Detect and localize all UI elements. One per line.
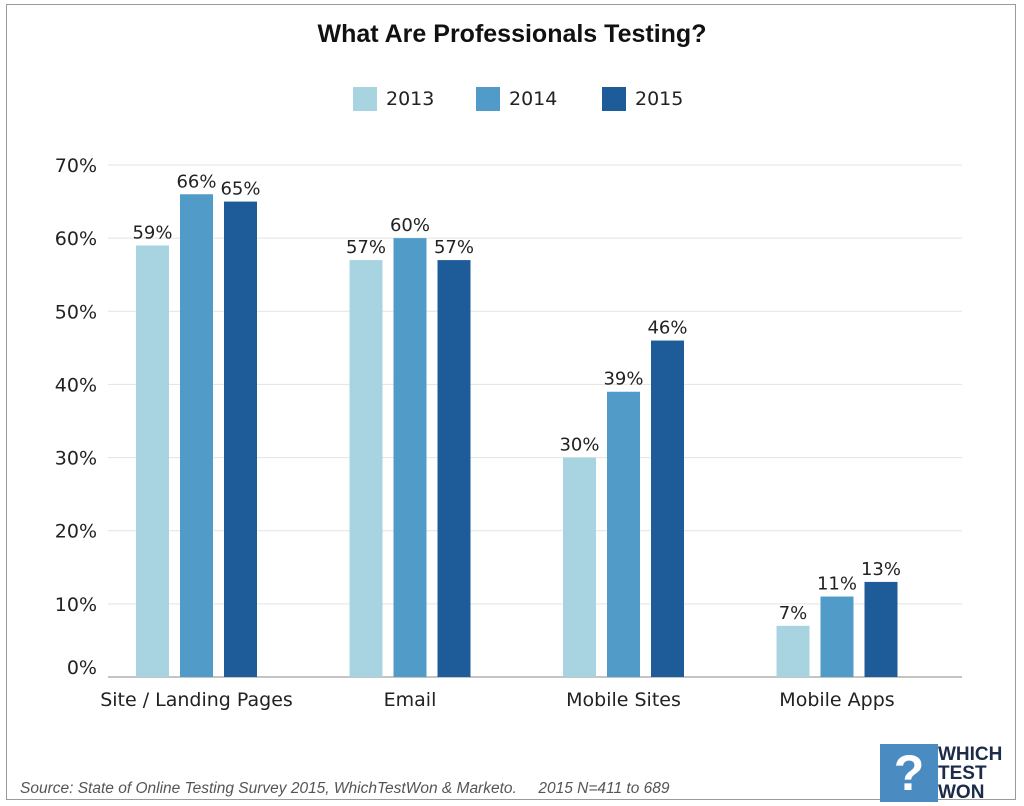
data-label: 60% <box>390 215 430 236</box>
source-note: Source: State of Online Testing Survey 2… <box>20 780 670 798</box>
whichtestwon-logo: ? WHICH TEST WON <box>880 744 1020 802</box>
data-label: 7% <box>779 603 808 624</box>
logo-word-won: WON <box>938 782 985 803</box>
data-label: 57% <box>346 237 386 258</box>
data-label: 65% <box>220 179 260 200</box>
x-tick-label: Email <box>384 689 437 711</box>
y-tick-label: 10% <box>55 594 97 616</box>
legend-label-2015: 2015 <box>635 88 684 110</box>
bar <box>437 260 471 677</box>
legend-swatch-2015 <box>602 87 626 111</box>
legend-item-2013: 2013 <box>353 84 434 114</box>
logo-mark: ? <box>880 744 938 802</box>
legend-swatch-2014 <box>476 87 500 111</box>
logo-question-mark: ? <box>893 745 925 801</box>
bar <box>180 194 213 677</box>
y-tick-label: 60% <box>55 228 97 250</box>
data-label: 57% <box>434 237 474 258</box>
y-tick-label: 50% <box>55 301 97 323</box>
chart-frame <box>6 4 1016 800</box>
bar <box>864 581 898 677</box>
bar <box>651 340 684 677</box>
bar <box>563 457 596 677</box>
y-tick-label: 70% <box>55 155 97 177</box>
chart-legend: 2013 2014 2015 <box>0 84 1024 116</box>
data-label: 46% <box>647 318 687 339</box>
x-tick-label: Site / Landing Pages <box>100 689 293 711</box>
data-label: 11% <box>817 574 857 595</box>
data-label: 30% <box>559 435 599 456</box>
bar <box>607 391 640 677</box>
sample-size-text: 2015 N=411 to 689 <box>538 780 670 797</box>
logo-word-test: TEST <box>938 763 987 784</box>
y-tick-label: 20% <box>55 521 97 543</box>
data-label: 39% <box>603 369 643 390</box>
legend-item-2015: 2015 <box>602 84 683 114</box>
bar <box>393 238 427 677</box>
data-label: 59% <box>132 222 172 243</box>
bar <box>820 596 854 677</box>
data-label: 66% <box>176 171 216 192</box>
y-tick-label: 40% <box>55 374 97 396</box>
legend-label-2014: 2014 <box>509 88 558 110</box>
bar <box>776 625 810 677</box>
y-tick-label: 0% <box>67 657 97 679</box>
data-label: 13% <box>861 559 901 580</box>
legend-swatch-2013 <box>353 87 377 111</box>
logo-word-which: WHICH <box>938 744 1003 765</box>
bar <box>349 260 383 677</box>
x-tick-label: Mobile Sites <box>566 689 681 711</box>
legend-item-2014: 2014 <box>476 84 557 114</box>
x-tick-label: Mobile Apps <box>779 689 894 711</box>
bar <box>136 245 169 677</box>
bar <box>224 201 257 678</box>
y-tick-label: 30% <box>55 448 97 470</box>
legend-label-2013: 2013 <box>386 88 435 110</box>
source-text: Source: State of Online Testing Survey 2… <box>20 780 517 797</box>
chart-title: What Are Professionals Testing? <box>317 20 707 48</box>
